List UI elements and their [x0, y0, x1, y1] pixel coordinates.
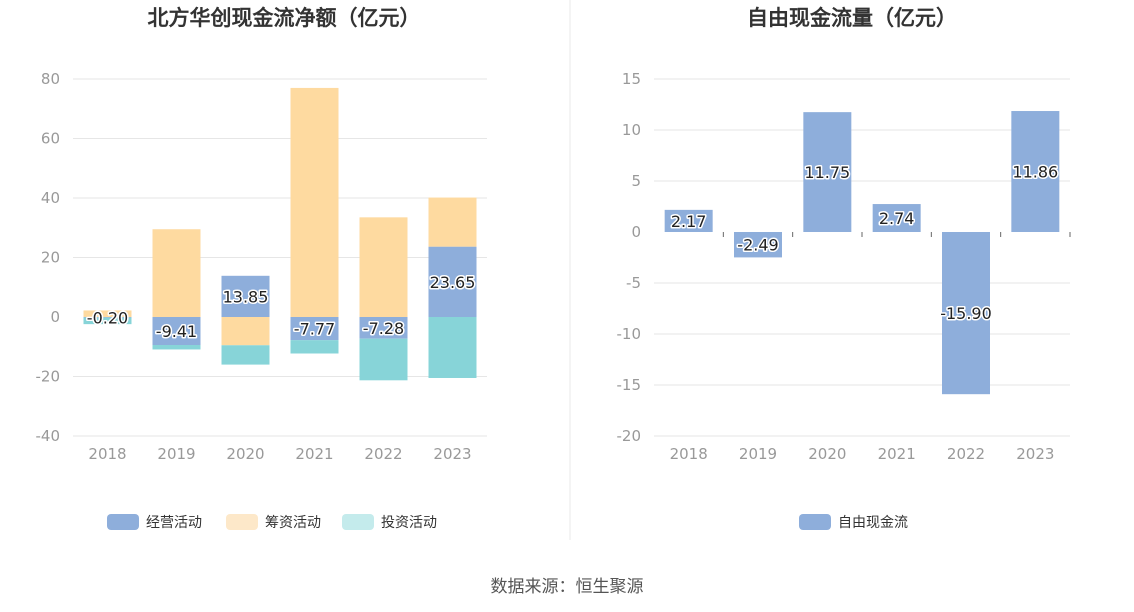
data-label: -7.77: [294, 320, 335, 339]
legend-swatch: [799, 514, 831, 530]
right-y-axis: -20 -15 -10 -5 0 5 10 15: [617, 70, 642, 445]
left-gridlines: [73, 78, 487, 437]
y-tick-label: 20: [41, 249, 60, 267]
data-source: 数据来源：恒生聚源: [491, 577, 644, 597]
legend-item[interactable]: 投资活动: [342, 514, 437, 531]
bar-投资活动: [290, 340, 339, 354]
legend-label: 经营活动: [146, 515, 202, 531]
right-gridlines: [654, 78, 1070, 437]
legend-item[interactable]: 经营活动: [107, 514, 202, 531]
left-bars: [83, 87, 477, 381]
x-tick-label: 2019: [739, 445, 777, 463]
left-x-axis: 2018 2019 2020 2021 2022 2023: [88, 445, 471, 463]
legend-label: 自由现金流: [838, 515, 908, 531]
right-bars: [664, 111, 1060, 395]
x-tick-label: 2018: [670, 445, 708, 463]
data-label: 23.65: [430, 273, 476, 292]
right-chart-title: 自由现金流量（亿元）: [747, 6, 957, 30]
bar-自由现金流: [734, 232, 782, 258]
x-tick-label: 2020: [808, 445, 846, 463]
bar-经营活动: [152, 317, 201, 345]
y-tick-label: -20: [36, 368, 61, 386]
bar-投资活动: [83, 317, 132, 325]
data-label: -7.28: [363, 319, 404, 338]
left-y-axis: -40 -20 0 20 40 60 80: [36, 70, 61, 445]
y-tick-label: 5: [631, 172, 641, 190]
bar-筹资活动: [221, 317, 270, 346]
bar-投资活动: [221, 345, 270, 365]
data-label: -15.90: [940, 304, 992, 323]
bar-投资活动: [428, 317, 477, 378]
x-tick-label: 2022: [947, 445, 985, 463]
left-chart-title: 北方华创现金流净额（亿元）: [148, 6, 421, 30]
bar-经营活动: [83, 317, 132, 318]
x-tick-label: 2019: [157, 445, 195, 463]
legend-label: 投资活动: [381, 515, 437, 531]
y-tick-label: -5: [626, 274, 641, 292]
bar-筹资活动: [428, 197, 477, 247]
bar-经营活动: [359, 317, 408, 339]
y-tick-label: 10: [622, 121, 641, 139]
left-data-labels: -0.20 -9.41 13.85 -7.77 -7.28 23.65: [85, 271, 477, 342]
bar-经营活动: [290, 317, 339, 341]
x-tick-label: 2022: [364, 445, 402, 463]
data-label: 2.74: [879, 209, 915, 228]
data-label: -0.20: [87, 308, 128, 327]
legend-item[interactable]: 自由现金流: [799, 514, 908, 531]
x-tick-label: 2020: [226, 445, 264, 463]
right-data-labels: 2.17 -2.49 11.75 2.74 -15.90 11.86: [669, 161, 1059, 325]
legend-item[interactable]: 筹资活动: [226, 514, 321, 531]
y-tick-label: -40: [36, 427, 61, 445]
y-tick-label: -15: [617, 376, 642, 394]
y-tick-label: 60: [41, 130, 60, 148]
bar-自由现金流: [1011, 111, 1060, 232]
y-tick-label: -20: [617, 427, 642, 445]
bar-经营活动: [221, 275, 270, 317]
right-x-axis: 2018 2019 2020 2021 2022 2023: [670, 232, 1071, 463]
free-cash-flow-chart: 自由现金流量（亿元） -20 -15 -10 -5 0 5 10 15 2018 2019 202…: [617, 6, 1071, 531]
bar-自由现金流: [664, 209, 713, 232]
y-tick-label: 0: [631, 223, 641, 241]
y-tick-label: -10: [617, 325, 642, 343]
data-label: -2.49: [737, 236, 778, 255]
x-tick-label: 2023: [433, 445, 471, 463]
left-legend[interactable]: 经营活动 筹资活动 投资活动: [107, 514, 437, 531]
right-legend[interactable]: 自由现金流: [799, 514, 908, 531]
x-tick-label: 2023: [1016, 445, 1054, 463]
legend-swatch: [107, 514, 139, 530]
bar-筹资活动: [290, 87, 339, 317]
x-tick-label: 2021: [878, 445, 916, 463]
bar-投资活动: [359, 338, 408, 381]
data-label: 11.75: [804, 163, 850, 182]
legend-label: 筹资活动: [265, 514, 321, 531]
y-tick-label: 15: [622, 70, 641, 88]
data-label: 11.86: [1012, 163, 1058, 182]
bar-自由现金流: [942, 232, 990, 395]
y-tick-label: 40: [41, 189, 60, 207]
legend-swatch: [342, 514, 374, 530]
x-tick-label: 2021: [295, 445, 333, 463]
y-tick-label: 0: [50, 308, 60, 326]
data-label: 13.85: [223, 287, 269, 306]
bar-筹资活动: [359, 217, 408, 317]
bar-筹资活动: [152, 229, 201, 317]
bar-自由现金流: [872, 204, 921, 232]
bar-经营活动: [428, 246, 477, 317]
data-label: -9.41: [156, 322, 197, 341]
bar-投资活动: [152, 344, 201, 350]
x-tick-label: 2018: [88, 445, 126, 463]
data-label: 2.17: [671, 212, 707, 231]
legend-swatch: [226, 514, 258, 530]
bar-自由现金流: [803, 112, 852, 232]
bar-筹资活动: [83, 310, 132, 317]
y-tick-label: 80: [41, 70, 60, 88]
